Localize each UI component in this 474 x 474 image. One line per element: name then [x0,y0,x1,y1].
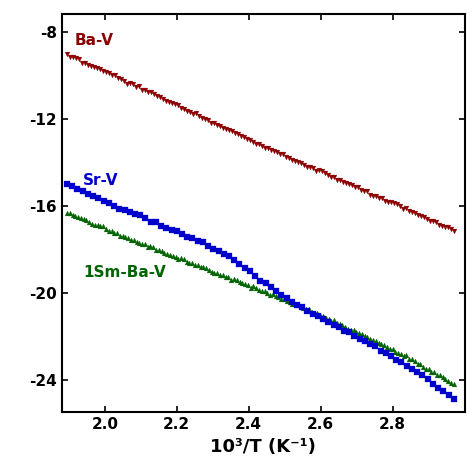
Text: 1Sm-Ba-V: 1Sm-Ba-V [83,265,166,281]
Text: Ba-V: Ba-V [74,33,113,48]
Text: Sr-V: Sr-V [83,173,118,188]
X-axis label: 10³/T (K⁻¹): 10³/T (K⁻¹) [210,438,316,456]
